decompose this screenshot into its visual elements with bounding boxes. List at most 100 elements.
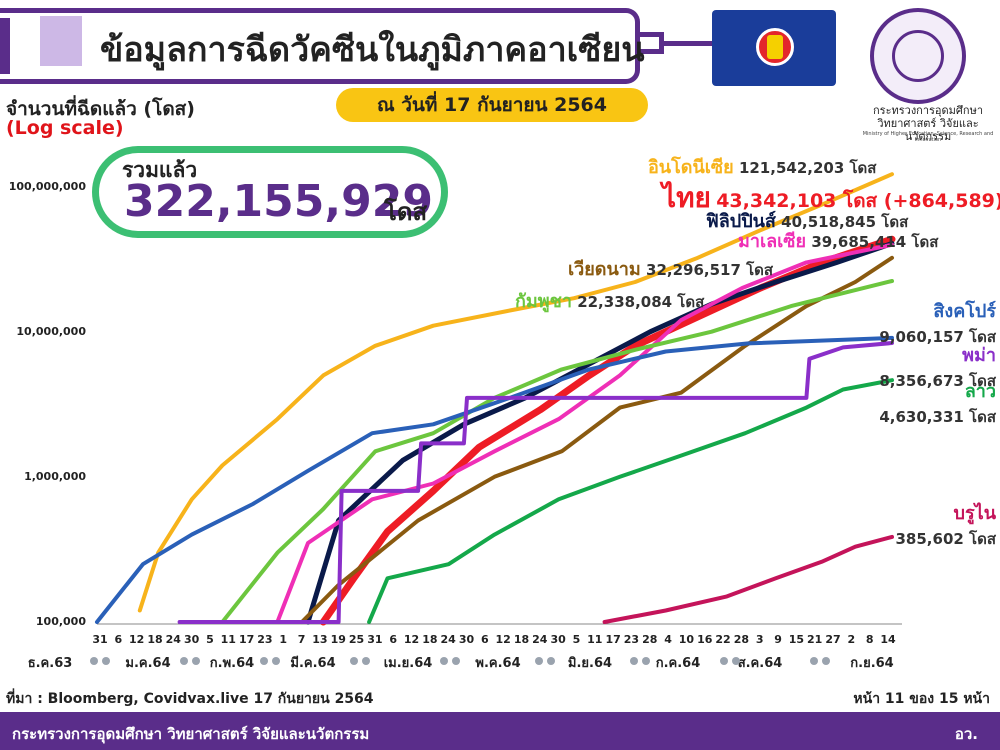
country-label: บรูไน 385,602 โดส xyxy=(880,498,997,551)
x-month-label: ส.ค.64 xyxy=(738,656,783,671)
country-label: สิงคโปร์ 9,060,157 โดส xyxy=(870,296,996,349)
x-tick-label: 21 xyxy=(807,633,822,646)
page-number: หน้า 11 ของ 15 หน้า xyxy=(853,691,990,707)
x-tick-label: 18 xyxy=(147,633,162,646)
x-tick-label: 22 xyxy=(715,633,730,646)
x-tick-label: 30 xyxy=(184,633,200,646)
month-separator-dot xyxy=(440,657,448,665)
date-badge: ณ วันที่ 17 กันยายน 2564 xyxy=(336,88,648,122)
footer-bar: กระทรวงการอุดมศึกษา วิทยาศาสตร์ วิจัยและ… xyxy=(0,712,1000,750)
country-label: กัมพูชา 22,338,084 โดส xyxy=(515,286,704,315)
x-tick-label: 11 xyxy=(587,633,602,646)
country-name: ไทย xyxy=(662,181,711,214)
country-name: ฟิลิปปินส์ xyxy=(706,211,776,232)
x-tick-label: 16 xyxy=(697,633,713,646)
month-separator-dot xyxy=(272,657,280,665)
country-value: 121,542,203 โดส xyxy=(738,159,877,177)
ministry-seal-icon xyxy=(870,8,966,104)
country-value: 32,296,517 โดส xyxy=(646,261,774,279)
country-value: 22,338,084 โดส xyxy=(577,293,705,311)
ministry-name-th: กระทรวงการอุดมศึกษา วิทยาศาสตร์ วิจัยและ… xyxy=(873,104,983,143)
total-label: รวมแล้ว xyxy=(122,158,198,182)
x-tick-label: 25 xyxy=(349,633,364,646)
month-separator-dot xyxy=(90,657,98,665)
x-tick-label: 10 xyxy=(679,633,695,646)
x-tick-label: 11 xyxy=(221,633,236,646)
x-tick-label: 12 xyxy=(496,633,511,646)
country-name: บรูไน xyxy=(953,503,996,524)
x-tick-label: 31 xyxy=(367,633,382,646)
y-tick-label: 100,000,000 xyxy=(8,179,86,193)
x-tick-label: 30 xyxy=(550,633,566,646)
x-month-label: ก.ค.64 xyxy=(656,656,701,671)
country-value: 8,356,673 โดส xyxy=(879,372,996,390)
month-separator-dot xyxy=(102,657,110,665)
x-tick-label: 17 xyxy=(239,633,254,646)
x-tick-label: 13 xyxy=(312,633,327,646)
syringe-plunger-icon xyxy=(0,18,10,74)
series-line-อินโดนีเซีย xyxy=(137,172,894,613)
x-tick-label: 28 xyxy=(642,633,657,646)
country-label: อินโดนีเซีย 121,542,203 โดส xyxy=(648,152,876,181)
x-tick-label: 31 xyxy=(92,633,107,646)
x-tick-label: 23 xyxy=(257,633,272,646)
month-separator-dot xyxy=(547,657,555,665)
x-tick-label: 14 xyxy=(880,633,896,646)
asean-flag-icon xyxy=(712,10,836,86)
month-separator-dot xyxy=(452,657,460,665)
x-tick-label: 17 xyxy=(605,633,620,646)
x-month-label: ก.พ.64 xyxy=(210,656,254,671)
month-separator-dot xyxy=(630,657,638,665)
x-tick-label: 28 xyxy=(734,633,749,646)
month-separator-dot xyxy=(362,657,370,665)
x-tick-label: 5 xyxy=(206,633,214,646)
country-label: พม่า 8,356,673 โดส xyxy=(870,340,996,393)
country-name: ลาว xyxy=(964,381,996,402)
footer-ministry: กระทรวงการอุดมศึกษา วิทยาศาสตร์ วิจัยและ… xyxy=(12,725,370,743)
series-line-สิงคโปร์ xyxy=(95,335,894,624)
x-tick-label: 6 xyxy=(114,633,122,646)
y-tick-label: 100,000 xyxy=(35,615,86,628)
series-line-บรูไน xyxy=(602,534,894,624)
x-month-label: เม.ย.64 xyxy=(384,656,433,671)
x-tick-label: 15 xyxy=(789,633,804,646)
country-name: อินโดนีเซีย xyxy=(648,157,734,178)
x-tick-label: 7 xyxy=(298,633,306,646)
ministry-seal-inner xyxy=(892,30,944,82)
month-separator-dot xyxy=(180,657,188,665)
total-box xyxy=(92,146,448,238)
log-scale-label: (Log scale) xyxy=(6,117,124,139)
x-tick-label: 1 xyxy=(279,633,287,646)
x-tick-label: 27 xyxy=(825,633,840,646)
month-separator-dot xyxy=(260,657,268,665)
x-tick-label: 3 xyxy=(756,633,764,646)
y-tick-label: 10,000,000 xyxy=(16,324,86,338)
x-month-label: มี.ค.64 xyxy=(290,655,335,671)
country-label: ลาว 4,630,331 โดส xyxy=(870,376,996,429)
x-tick-label: 6 xyxy=(389,633,397,646)
country-value: 43,342,103 โดส (+864,589) xyxy=(716,190,1000,212)
country-name: สิงคโปร์ xyxy=(933,301,996,322)
month-separator-dot xyxy=(192,657,200,665)
x-month-label: พ.ค.64 xyxy=(475,656,520,671)
footer-abbr: อว. xyxy=(954,725,978,743)
series-line-ลาว xyxy=(367,378,894,624)
x-month-label: มิ.ย.64 xyxy=(568,656,612,671)
x-month-label: ธ.ค.63 xyxy=(28,656,73,671)
syringe-banner xyxy=(0,8,640,84)
page-title: ข้อมูลการฉีดวัคซีนในภูมิภาคอาเซียน xyxy=(100,30,645,70)
country-label: เวียดนาม 32,296,517 โดส xyxy=(568,254,773,283)
month-separator-dot xyxy=(810,657,818,665)
x-tick-label: 30 xyxy=(459,633,475,646)
x-tick-label: 24 xyxy=(441,633,457,646)
x-month-label: ม.ค.64 xyxy=(125,656,170,671)
x-tick-label: 18 xyxy=(514,633,529,646)
x-tick-label: 18 xyxy=(422,633,437,646)
total-value: 322,155,929 xyxy=(124,176,433,227)
month-separator-dot xyxy=(350,657,358,665)
country-value: 40,518,845 โดส xyxy=(781,213,909,231)
x-tick-label: 4 xyxy=(664,633,672,646)
month-separator-dot xyxy=(822,657,830,665)
x-tick-label: 24 xyxy=(166,633,182,646)
